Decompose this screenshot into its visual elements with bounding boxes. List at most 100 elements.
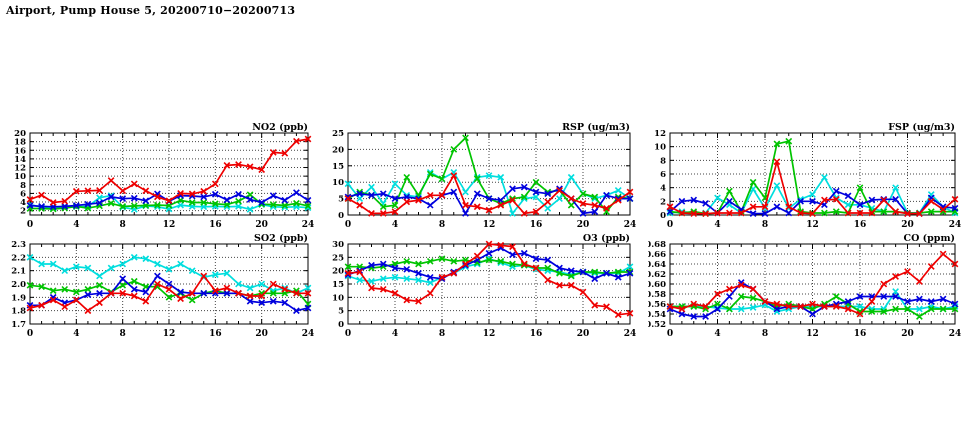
y-tick-label: 0 bbox=[338, 211, 344, 221]
x-tick-label: 24 bbox=[624, 329, 637, 339]
markers-series-blue bbox=[666, 187, 959, 217]
y-tick-label: 6 bbox=[660, 170, 666, 180]
line-series-green bbox=[348, 257, 630, 277]
x-tick-label: 16 bbox=[854, 220, 867, 230]
markers-series-red bbox=[26, 272, 312, 315]
x-tick-label: 8 bbox=[762, 220, 768, 230]
x-tick-label: 8 bbox=[439, 220, 445, 230]
y-tick-label: 8 bbox=[660, 156, 666, 166]
y-tick-label: 18 bbox=[14, 138, 26, 148]
x-tick-label: 4 bbox=[392, 329, 398, 339]
y-tick-label: 1.8 bbox=[11, 307, 26, 317]
y-tick-label: 0 bbox=[338, 320, 344, 330]
markers-series-red bbox=[666, 158, 959, 217]
x-tick-label: 0 bbox=[27, 220, 33, 230]
y-tick-label: 1.9 bbox=[11, 293, 26, 303]
x-tick-label: 8 bbox=[762, 329, 768, 339]
chart-title: SO2 (ppb) bbox=[254, 233, 308, 244]
y-tick-label: 0.58 bbox=[648, 290, 666, 300]
x-tick-label: 20 bbox=[901, 220, 914, 230]
x-tick-label: 12 bbox=[806, 329, 819, 339]
x-tick-label: 12 bbox=[483, 329, 496, 339]
y-tick-label: 4 bbox=[20, 198, 26, 208]
y-tick-label: 2.1 bbox=[11, 267, 26, 277]
y-tick-label: 8 bbox=[20, 181, 26, 191]
x-tick-label: 8 bbox=[439, 329, 445, 339]
y-tick-label: 5 bbox=[338, 307, 344, 317]
x-tick-label: 4 bbox=[73, 329, 79, 339]
x-tick-label: 4 bbox=[714, 220, 720, 230]
chart-so2-canvas: 1.7 1.8 1.9 2.0 2.1 2.2 2.3 0 4 8 12 16 20 24 SO2 (ppb… bbox=[11, 233, 314, 339]
markers-series-red bbox=[344, 172, 634, 217]
y-tick-label: 4 bbox=[660, 184, 666, 194]
x-tick-label: 12 bbox=[483, 220, 496, 230]
y-tick-label: 0.64 bbox=[648, 260, 666, 270]
x-tick-label: 20 bbox=[255, 329, 268, 339]
x-tick-label: 12 bbox=[163, 220, 176, 230]
markers-series-red bbox=[26, 135, 312, 206]
x-tick-label: 8 bbox=[120, 329, 126, 339]
y-tick-label: 6 bbox=[20, 189, 26, 199]
x-tick-label: 20 bbox=[255, 220, 268, 230]
x-tick-label: 0 bbox=[345, 220, 351, 230]
x-tick-label: 12 bbox=[163, 329, 176, 339]
x-tick-label: 4 bbox=[73, 220, 79, 230]
y-tick-label: 12 bbox=[14, 164, 26, 174]
y-tick-label: 5 bbox=[338, 195, 344, 205]
x-tick-label: 4 bbox=[392, 220, 398, 230]
y-tick-label: 20 bbox=[332, 267, 344, 277]
page-title: Airport, Pump House 5, 20200710−20200713 bbox=[6, 4, 296, 17]
y-tick-label: 0.62 bbox=[648, 270, 666, 280]
x-tick-label: 16 bbox=[854, 329, 867, 339]
y-tick-label: 10 bbox=[654, 143, 666, 153]
y-tick-label: 0.56 bbox=[648, 300, 666, 310]
x-tick-label: 16 bbox=[530, 220, 543, 230]
y-tick-label: 10 bbox=[332, 178, 344, 188]
y-tick-label: 0.54 bbox=[648, 310, 666, 320]
x-tick-label: 0 bbox=[345, 329, 351, 339]
chart-no2: 2 4 6 8 10 12 14 16 18 20 0 4 8 12 16 20 24 NO2 (ppb) bbox=[0, 120, 325, 236]
y-tick-label: 0.52 bbox=[648, 320, 666, 330]
chart-title: FSP (ug/m3) bbox=[888, 122, 955, 133]
markers-series-blue bbox=[26, 189, 312, 211]
x-tick-label: 24 bbox=[949, 220, 962, 230]
y-tick-label: 2 bbox=[660, 197, 666, 207]
chart-co-canvas: 0.520.540.560.580.600.620.640.660.68 0 4 8 1… bbox=[645, 233, 961, 339]
chart-fsp: 0 2 4 6 8 10 12 0 4 8 12 16 20 24 FSP (ug/m3) bbox=[648, 120, 975, 236]
y-tick-label: 15 bbox=[332, 162, 344, 172]
x-tick-label: 20 bbox=[577, 220, 590, 230]
chart-co: 0.52 0.54 0.56 0.58 0.60 0.62 0.64 0.66 0.68 0 4 8 1… bbox=[645, 232, 975, 348]
chart-title: RSP (ug/m3) bbox=[562, 122, 630, 133]
y-tick-label: 10 bbox=[332, 293, 344, 303]
markers-series-cyan bbox=[26, 253, 312, 297]
y-tick-label: 0.60 bbox=[648, 280, 666, 290]
y-tick-label: 1.7 bbox=[11, 320, 26, 330]
y-tick-label: 16 bbox=[14, 146, 26, 156]
y-tick-label: 20 bbox=[14, 129, 26, 139]
markers-series-blue bbox=[26, 272, 312, 315]
markers-series-green bbox=[666, 137, 959, 217]
x-tick-label: 16 bbox=[209, 220, 222, 230]
markers-series-red bbox=[344, 240, 634, 319]
x-tick-label: 4 bbox=[714, 329, 720, 339]
y-tick-label: 10 bbox=[14, 172, 26, 182]
y-tick-label: 2 bbox=[20, 207, 26, 217]
chart-o3-canvas: 0 5 10 15 20 25 30 0 4 8 12 16 20 24 O3 (ppb) bbox=[332, 233, 637, 339]
x-tick-label: 0 bbox=[667, 220, 673, 230]
y-tick-label: 25 bbox=[332, 253, 344, 263]
y-tick-label: 20 bbox=[332, 145, 344, 155]
y-tick-label: 12 bbox=[654, 129, 666, 139]
x-tick-label: 20 bbox=[901, 329, 914, 339]
y-tick-label: 25 bbox=[332, 129, 344, 139]
markers-series-cyan bbox=[666, 174, 959, 217]
x-tick-label: 8 bbox=[120, 220, 126, 230]
chart-rsp-canvas: 0 5 10 15 20 25 0 4 8 12 16 20 24 RSP (ug/m3) bbox=[332, 122, 636, 230]
y-tick-label: 2.3 bbox=[11, 240, 26, 250]
y-tick-label: 0.68 bbox=[648, 240, 666, 250]
x-tick-label: 20 bbox=[577, 329, 590, 339]
chart-title: O3 (ppb) bbox=[583, 233, 630, 244]
x-tick-label: 0 bbox=[27, 329, 33, 339]
